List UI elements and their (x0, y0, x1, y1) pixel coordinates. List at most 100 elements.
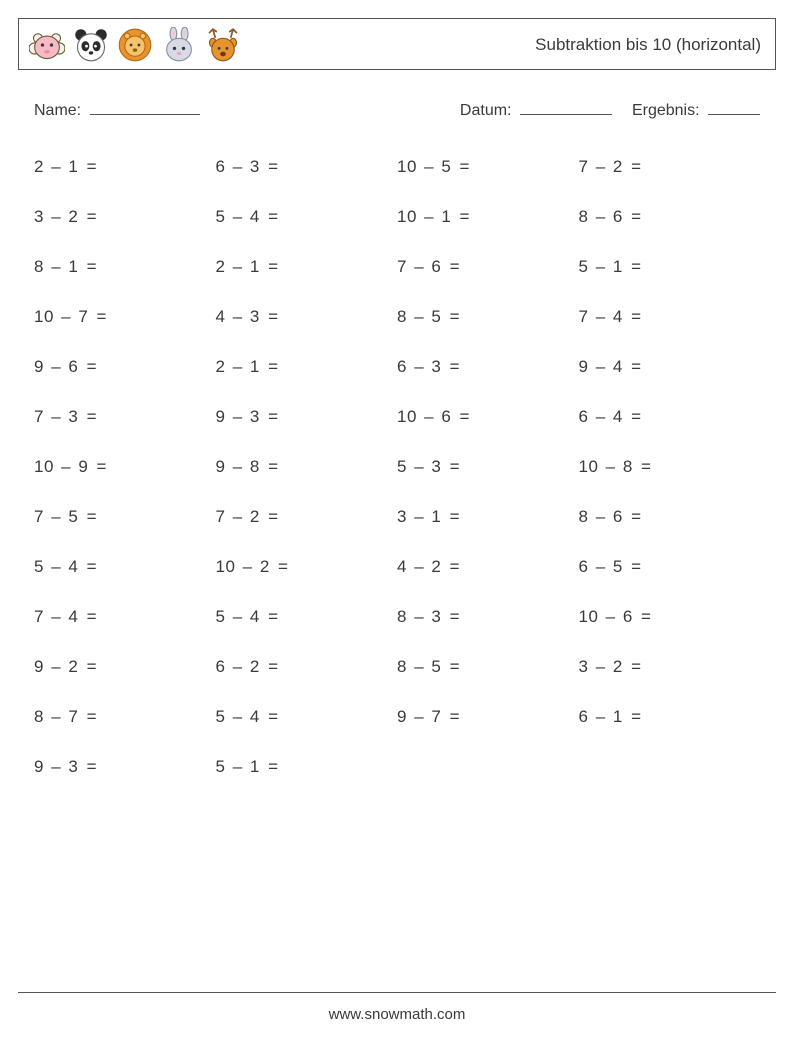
operand-b: 2 (431, 557, 441, 577)
operand-b: 9 (78, 457, 88, 477)
panda-icon (73, 27, 109, 63)
minus-op: – (46, 157, 66, 176)
operand-a: 9 (216, 407, 226, 427)
operand-b: 2 (250, 657, 260, 677)
operand-a: 9 (34, 357, 44, 377)
equals: = (444, 457, 460, 476)
equals: = (444, 657, 460, 676)
problem-cell: 10 – 7 = (34, 307, 216, 327)
minus-op: – (419, 157, 439, 176)
operand-b: 1 (250, 357, 260, 377)
operand-a: 4 (397, 557, 407, 577)
problem-cell: 4 – 3 = (216, 307, 398, 327)
equals: = (263, 457, 279, 476)
problem-cell: 5 – 4 = (34, 557, 216, 577)
problem-cell: 7 – 2 = (579, 157, 761, 177)
date-blank[interactable] (520, 98, 612, 115)
minus-op: – (409, 357, 429, 376)
operand-b: 6 (613, 507, 623, 527)
problem-cell: 10 – 6 = (579, 607, 761, 627)
problems-row: 5 – 4 =10 – 2 =4 – 2 =6 – 5 = (34, 542, 760, 592)
operand-a: 5 (34, 557, 44, 577)
problems-row: 9 – 6 =2 – 1 =6 – 3 =9 – 4 = (34, 342, 760, 392)
problems-row: 7 – 5 =7 – 2 =3 – 1 =8 – 6 = (34, 492, 760, 542)
operand-b: 3 (68, 757, 78, 777)
operand-b: 1 (441, 207, 451, 227)
minus-op: – (46, 607, 66, 626)
result-blank[interactable] (708, 98, 760, 115)
minus-op: – (590, 657, 610, 676)
operand-a: 10 (397, 407, 417, 427)
name-label: Name: (34, 102, 81, 119)
minus-op: – (227, 257, 247, 276)
operand-b: 4 (68, 557, 78, 577)
problem-cell: 10 – 2 = (216, 557, 398, 577)
minus-op: – (409, 557, 429, 576)
operand-a: 7 (34, 407, 44, 427)
rabbit-icon (161, 27, 197, 63)
problem-cell: 3 – 1 = (397, 507, 579, 527)
operand-b: 8 (623, 457, 633, 477)
problem-cell: 6 – 2 = (216, 657, 398, 677)
operand-b: 1 (250, 757, 260, 777)
minus-op: – (227, 607, 247, 626)
operand-a: 10 (397, 207, 417, 227)
operand-a: 6 (216, 657, 226, 677)
name-blank[interactable] (90, 98, 200, 115)
problem-cell: 9 – 6 = (34, 357, 216, 377)
operand-b: 1 (613, 707, 623, 727)
operand-b: 6 (431, 257, 441, 277)
operand-b: 3 (68, 407, 78, 427)
problems-row: 7 – 3 =9 – 3 =10 – 6 =6 – 4 = (34, 392, 760, 442)
footer-text: www.snowmath.com (0, 1006, 794, 1023)
problem-cell: 4 – 2 = (397, 557, 579, 577)
operand-a: 10 (579, 607, 599, 627)
operand-a: 5 (579, 257, 589, 277)
operand-a: 8 (579, 207, 589, 227)
minus-op: – (590, 407, 610, 426)
minus-op: – (46, 757, 66, 776)
minus-op: – (409, 607, 429, 626)
minus-op: – (409, 707, 429, 726)
operand-a: 10 (34, 307, 54, 327)
lion-icon (117, 27, 153, 63)
minus-op: – (46, 207, 66, 226)
equals: = (626, 507, 642, 526)
problem-cell: 6 – 4 = (579, 407, 761, 427)
equals: = (626, 407, 642, 426)
equals: = (81, 557, 97, 576)
minus-op: – (227, 407, 247, 426)
equals: = (444, 357, 460, 376)
operand-a: 5 (216, 707, 226, 727)
minus-op: – (600, 607, 620, 626)
minus-op: – (590, 157, 610, 176)
equals: = (636, 607, 652, 626)
equals: = (81, 157, 97, 176)
operand-a: 8 (397, 607, 407, 627)
problem-cell: 8 – 1 = (34, 257, 216, 277)
header-icons (29, 27, 241, 63)
minus-op: – (46, 707, 66, 726)
equals: = (263, 757, 279, 776)
problem-cell: 5 – 3 = (397, 457, 579, 477)
result-label: Ergebnis: (632, 102, 700, 119)
operand-b: 3 (250, 157, 260, 177)
problem-cell: 8 – 7 = (34, 707, 216, 727)
minus-op: – (590, 357, 610, 376)
equals: = (81, 707, 97, 726)
problem-cell: 6 – 3 = (397, 357, 579, 377)
problem-cell: 9 – 3 = (34, 757, 216, 777)
problems-row: 10 – 9 =9 – 8 =5 – 3 =10 – 8 = (34, 442, 760, 492)
operand-b: 2 (613, 657, 623, 677)
equals: = (444, 557, 460, 576)
equals: = (91, 457, 107, 476)
equals: = (454, 407, 470, 426)
operand-b: 6 (68, 357, 78, 377)
problem-cell: 5 – 4 = (216, 607, 398, 627)
operand-b: 5 (613, 557, 623, 577)
minus-op: – (227, 707, 247, 726)
problem-cell: 7 – 4 = (34, 607, 216, 627)
equals: = (81, 407, 97, 426)
minus-op: – (46, 657, 66, 676)
equals: = (81, 207, 97, 226)
